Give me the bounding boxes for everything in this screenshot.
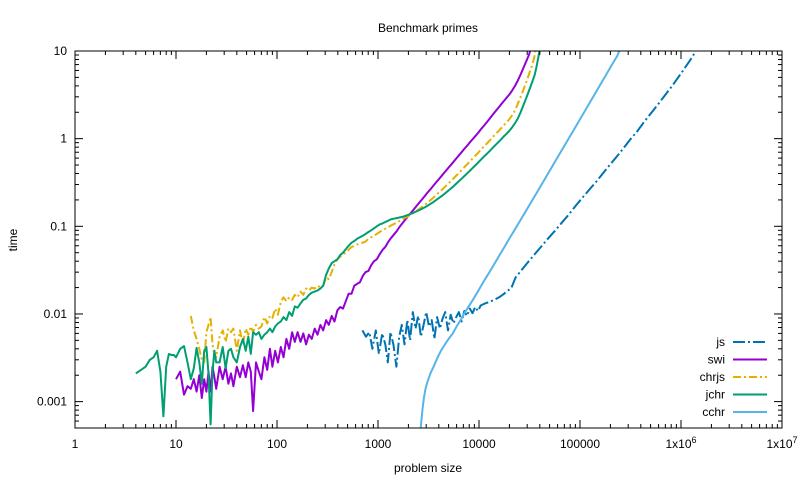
legend-label-swi: swi bbox=[708, 353, 725, 367]
y-tick-label: 0.01 bbox=[44, 307, 68, 321]
legend-label-chrjs: chrjs bbox=[700, 370, 725, 384]
y-axis: 0.001 0.01 0.1 1 10 bbox=[37, 44, 782, 422]
legend-label-cchr: cchr bbox=[702, 405, 725, 419]
y-tick-label: 1 bbox=[60, 132, 67, 146]
series-line-swi bbox=[175, 51, 532, 413]
series-line-cchr bbox=[419, 51, 621, 428]
x-tick-label: 1000 bbox=[365, 437, 392, 451]
y-tick-label: 0.1 bbox=[50, 219, 67, 233]
series-line-jchr bbox=[135, 51, 541, 426]
y-tick-label: 10 bbox=[54, 44, 68, 58]
legend: js swi chrjs jchr cchr bbox=[700, 335, 767, 419]
x-axis: 1 10 100 1000 10000 100000 1x106 1x107 bbox=[72, 51, 798, 451]
legend-label-jchr: jchr bbox=[705, 388, 725, 402]
plot-area bbox=[135, 51, 697, 428]
x-axis-label: problem size bbox=[394, 461, 462, 475]
x-tick-label: 1 bbox=[72, 437, 79, 451]
x-tick-label: 10 bbox=[169, 437, 183, 451]
y-axis-label: time bbox=[6, 228, 20, 251]
series-line-chrjs bbox=[189, 51, 537, 364]
x-tick-label: 1x107 bbox=[766, 435, 797, 451]
series-line-js bbox=[361, 51, 697, 368]
chart-title: Benchmark primes bbox=[378, 21, 478, 35]
x-tick-label: 100 bbox=[267, 437, 287, 451]
legend-label-js: js bbox=[715, 335, 725, 349]
x-tick-label: 1x106 bbox=[665, 435, 696, 451]
x-tick-label: 100000 bbox=[560, 437, 600, 451]
y-tick-label: 0.001 bbox=[37, 395, 67, 409]
x-tick-label: 10000 bbox=[462, 437, 496, 451]
